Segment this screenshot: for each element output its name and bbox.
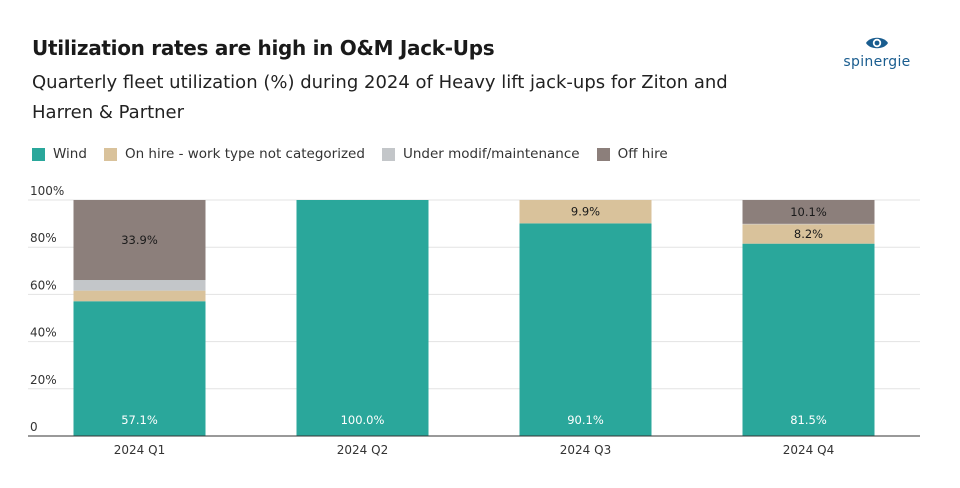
x-tick-label: 2024 Q3 (560, 443, 611, 457)
legend-label: Wind (53, 146, 87, 162)
eye-logo-icon (866, 37, 888, 49)
x-tick-label: 2024 Q1 (114, 443, 165, 457)
chart-legend: Wind On hire - work type not categorized U… (32, 145, 685, 163)
chart-subtitle: Quarterly fleet utilization (%) during 2… (32, 72, 728, 123)
data-label: 81.5% (790, 413, 827, 427)
legend-label: Under modif/maintenance (402, 146, 580, 162)
stacked-bar-chart: 0 20% 40% 60% 80% 100% 2024 Q1 2024 Q2 2024 Q3 20… (28, 184, 920, 457)
bar-2024-q3-wind (519, 223, 652, 436)
legend-swatch (381, 147, 395, 161)
legend-swatch (596, 147, 610, 161)
legend-swatch (32, 147, 45, 161)
data-label: 100.0% (341, 413, 385, 427)
y-tick-label: 60% (30, 278, 57, 292)
legend-label: On hire - work type not categorized (124, 146, 365, 162)
data-label: 57.1% (121, 413, 158, 427)
data-label: 8.2% (794, 227, 823, 241)
y-tick-label: 20% (30, 373, 57, 387)
y-tick-label: 80% (30, 231, 57, 245)
legend-item-wind: Wind (32, 146, 87, 162)
bar-2024-q1-off-hire (73, 200, 206, 281)
data-label: 10.1% (790, 205, 827, 219)
data-label: 33.9% (121, 233, 158, 247)
bar-2024-q1-wind (73, 301, 206, 436)
chart-title: Utilization rates are high in O&M Jack-U… (32, 36, 495, 60)
bar-2024-q4-off-hire (742, 200, 875, 224)
legend-item-off-hire: Off hire (596, 146, 668, 162)
legend-swatch (103, 147, 117, 161)
y-tick-label: 0 (30, 420, 38, 434)
data-label: 90.1% (567, 413, 604, 427)
bar-2024-q1-on-hire-work-type-not-categorized (73, 290, 206, 302)
x-tick-label: 2024 Q4 (783, 443, 834, 457)
legend-item-on-hire-work-type-not-categorized: On hire - work type not categorized (103, 146, 365, 162)
spinergie-logo: spinergie (834, 34, 920, 74)
bar-2024-q3-on-hire-work-type-not-categorized (519, 200, 652, 224)
y-tick-label: 100% (30, 184, 64, 198)
bar-2024-q4-wind (742, 243, 875, 436)
x-tick-label: 2024 Q2 (337, 443, 388, 457)
data-label: 9.9% (571, 205, 600, 219)
bar-2024-q2-wind (296, 200, 429, 436)
bar-2024-q1-under-modif-maintenance (73, 280, 206, 291)
logo-text: spinergie (843, 54, 911, 70)
legend-label: Off hire (617, 146, 668, 162)
legend-item-under-modif-maintenance: Under modif/maintenance (381, 146, 580, 162)
bar-2024-q4-on-hire-work-type-not-categorized (742, 224, 875, 244)
y-tick-label: 40% (30, 326, 57, 340)
